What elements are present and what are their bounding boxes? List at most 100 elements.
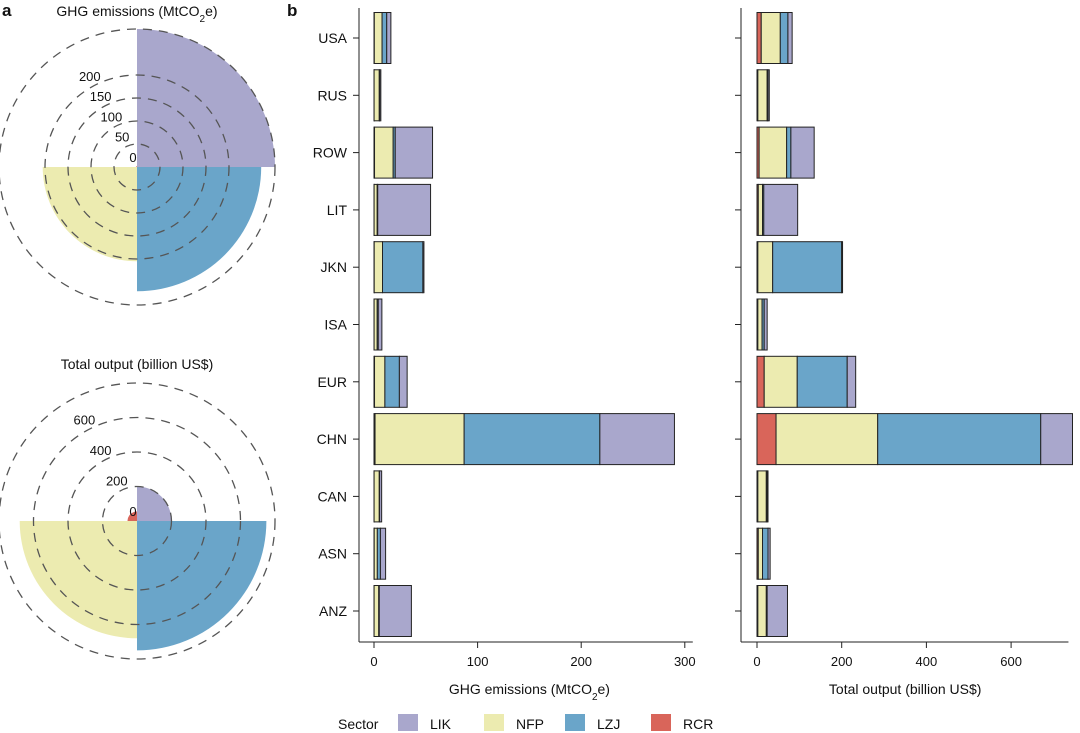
x-axis-title: Total output (billion US$) bbox=[829, 681, 982, 697]
bar-lik-can bbox=[766, 470, 769, 523]
bar-lik-rus bbox=[767, 69, 770, 122]
x-tick-label: 300 bbox=[674, 654, 696, 669]
bar-lzj-row bbox=[786, 126, 792, 179]
radial-tick-label: 200 bbox=[106, 474, 128, 489]
bar-nfp-chn bbox=[374, 413, 465, 466]
bar-lik-chn bbox=[1040, 413, 1073, 466]
bar-chart-ghg: 0 100 200 300 GHG emissions (MtCO2e) USA RUS RO… bbox=[313, 8, 696, 703]
bar-nfp-anz bbox=[757, 585, 767, 637]
bar-lik-jkn bbox=[422, 241, 425, 294]
polar-title: GHG emissions (MtCO2e) bbox=[56, 3, 217, 25]
category-label: ASN bbox=[318, 546, 347, 562]
bar-nfp-anz bbox=[373, 585, 380, 637]
legend-swatch-nfp bbox=[484, 714, 504, 731]
category-label: ANZ bbox=[319, 603, 347, 619]
bar-lik-eur bbox=[398, 355, 408, 408]
bar-nfp-asn bbox=[757, 527, 764, 580]
bar-lik-asn bbox=[767, 527, 771, 580]
grid-ring bbox=[101, 485, 173, 557]
category-label: EUR bbox=[317, 374, 347, 390]
radial-tick-label: 0 bbox=[129, 504, 136, 519]
category-label: CHN bbox=[317, 431, 347, 447]
x-tick-label: 200 bbox=[831, 654, 853, 669]
category-label: USA bbox=[318, 30, 347, 46]
category-label: JKN bbox=[321, 259, 347, 275]
bar-nfp-chn bbox=[775, 413, 879, 466]
category-label: ISA bbox=[324, 317, 347, 333]
bar-nfp-isa bbox=[757, 298, 763, 351]
grid-ring bbox=[0, 382, 276, 660]
bar-chart-output: 0 200 400 600 Total output (billion US$) bbox=[735, 8, 1073, 697]
bar-lik-anz bbox=[766, 585, 788, 637]
bar-lik-lit bbox=[763, 183, 799, 236]
x-tick-label: 0 bbox=[753, 654, 760, 669]
bar-lik-isa bbox=[763, 298, 768, 351]
legend-swatch-rcr bbox=[651, 714, 671, 731]
radial-tick-label: 150 bbox=[90, 89, 112, 104]
polar-title: Total output (billion US$) bbox=[61, 356, 214, 372]
bar-nfp-can bbox=[373, 470, 380, 523]
bar-lzj-eur bbox=[384, 355, 400, 408]
grid-ring bbox=[113, 143, 161, 191]
legend-label-nfp: NFP bbox=[516, 716, 544, 732]
bar-nfp-row bbox=[374, 126, 394, 179]
bar-lik-isa bbox=[377, 298, 383, 351]
legend: Sector LIK NFP LZJ RCR bbox=[338, 714, 713, 732]
wedge-nfp bbox=[42, 167, 138, 262]
panel-b-letter: b bbox=[287, 1, 297, 20]
grid-ring bbox=[44, 74, 230, 260]
radial-tick-label: 600 bbox=[74, 413, 96, 428]
legend-label-lik: LIK bbox=[430, 716, 452, 732]
wedge-nfp bbox=[19, 521, 138, 639]
bar-rcr-eur bbox=[756, 355, 765, 408]
bar-lik-usa bbox=[787, 12, 793, 64]
category-label: LIT bbox=[327, 202, 348, 218]
x-tick-label: 600 bbox=[1000, 654, 1022, 669]
bar-lzj-jkn bbox=[772, 241, 843, 294]
bar-lik-row bbox=[394, 126, 434, 179]
wedge-lik bbox=[137, 486, 172, 521]
polar-chart-ghg: GHG emissions (MtCO2e) 050 100 150 200 bbox=[0, 3, 276, 306]
grid-ring bbox=[0, 28, 276, 306]
bar-nfp-can bbox=[757, 470, 767, 523]
bar-nfp-eur bbox=[374, 355, 386, 408]
bar-lzj-asn bbox=[762, 527, 769, 580]
radial-tick-label: 400 bbox=[90, 443, 112, 458]
bar-lik-can bbox=[379, 470, 383, 523]
bar-lik-jkn bbox=[841, 241, 844, 294]
category-label: CAN bbox=[317, 488, 347, 504]
legend-swatch-lzj bbox=[565, 714, 585, 731]
bar-nfp-eur bbox=[763, 355, 798, 408]
grid-ring bbox=[32, 416, 242, 626]
x-axis-title: GHG emissions (MtCO2e) bbox=[449, 681, 610, 703]
wedge-lzj bbox=[137, 167, 262, 292]
bar-lzj-chn bbox=[877, 413, 1042, 466]
bar-lik-usa bbox=[386, 12, 392, 64]
legend-label-rcr: RCR bbox=[683, 716, 713, 732]
radial-tick-label: 100 bbox=[101, 109, 123, 124]
bar-rcr-chn bbox=[756, 413, 777, 466]
bar-lik-asn bbox=[379, 527, 387, 580]
radial-tick-label: 50 bbox=[115, 130, 129, 145]
bar-lik-eur bbox=[846, 355, 857, 408]
bar-lzj-usa bbox=[381, 12, 388, 64]
grid-ring bbox=[90, 120, 184, 214]
bar-lzj-jkn bbox=[382, 241, 424, 294]
wedge-rcr bbox=[136, 166, 137, 167]
bar-lik-chn bbox=[599, 413, 675, 466]
legend-title: Sector bbox=[338, 716, 379, 732]
x-tick-label: 200 bbox=[570, 654, 592, 669]
panel-a-letter: a bbox=[2, 1, 12, 20]
x-tick-label: 400 bbox=[916, 654, 938, 669]
bar-lzj-chn bbox=[463, 413, 601, 466]
radial-tick-label: 0 bbox=[129, 150, 136, 165]
radial-tick-label: 200 bbox=[79, 69, 101, 84]
bar-rcr-usa bbox=[756, 12, 762, 64]
wedge-rcr bbox=[127, 511, 137, 521]
bar-lik-rus bbox=[379, 69, 382, 122]
bar-nfp-usa bbox=[760, 12, 781, 64]
bar-lzj-eur bbox=[796, 355, 848, 408]
bar-lik-lit bbox=[377, 183, 432, 236]
